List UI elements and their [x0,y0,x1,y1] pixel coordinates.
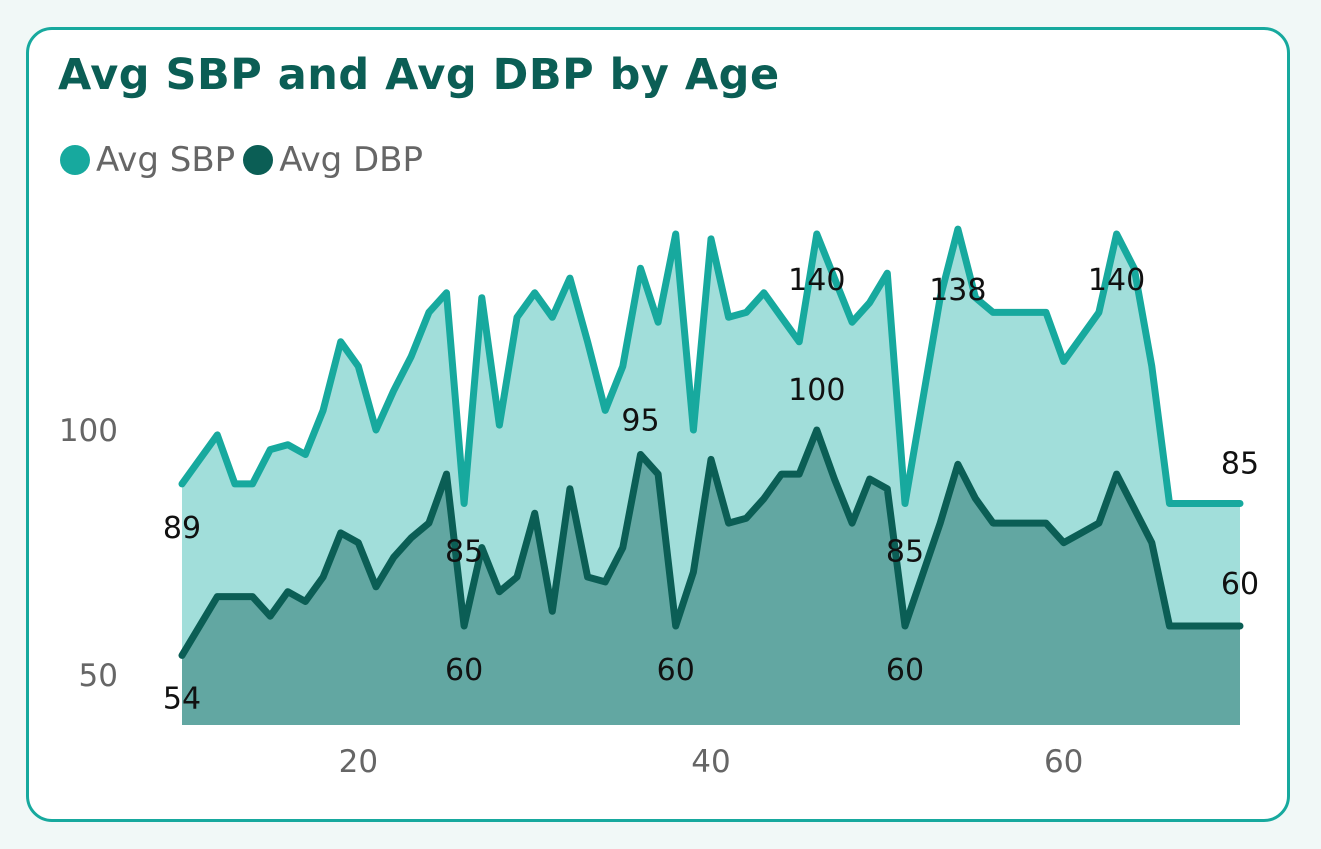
x-axis: 20 40 60 [339,744,1084,780]
data-labels: 89 85 95 140 85 138 140 85 54 60 60 100 60 60 [163,263,1259,716]
chart-legend: Avg SBP Avg DBP [60,140,431,180]
x-tick-label: 40 [691,744,730,780]
y-tick-label: 100 [59,413,118,449]
data-label-sbp: 138 [929,273,986,308]
data-label-sbp: 85 [445,535,483,570]
legend-item-dbp[interactable]: Avg DBP [243,140,423,180]
line-sbp[interactable] [178,225,1244,507]
legend-label-dbp: Avg DBP [279,140,423,180]
data-label-dbp: 54 [163,681,201,716]
data-label-sbp: 85 [1221,447,1259,482]
legend-swatch-dbp [243,145,274,175]
data-label-sbp: 140 [788,263,845,298]
legend-item-sbp[interactable]: Avg SBP [60,140,235,180]
data-label-dbp: 60 [886,653,924,688]
chart-title: Avg SBP and Avg DBP by Age [58,50,780,100]
data-label-sbp: 85 [886,535,924,570]
series-lines [178,225,1244,659]
data-label-dbp: 100 [788,373,845,408]
x-tick-label: 20 [339,744,378,780]
x-tick-label: 60 [1044,744,1083,780]
data-label-sbp: 89 [163,511,201,546]
data-label-dbp: 60 [657,653,695,688]
data-label-dbp: 60 [1221,567,1259,602]
y-axis: 50 100 [59,413,118,694]
data-label-sbp: 95 [621,404,659,439]
data-label-sbp: 140 [1088,263,1145,298]
y-tick-label: 50 [79,658,118,694]
line-dbp[interactable] [178,426,1244,659]
legend-swatch-sbp [60,145,90,175]
legend-label-sbp: Avg SBP [96,140,236,180]
data-label-dbp: 60 [445,653,483,688]
